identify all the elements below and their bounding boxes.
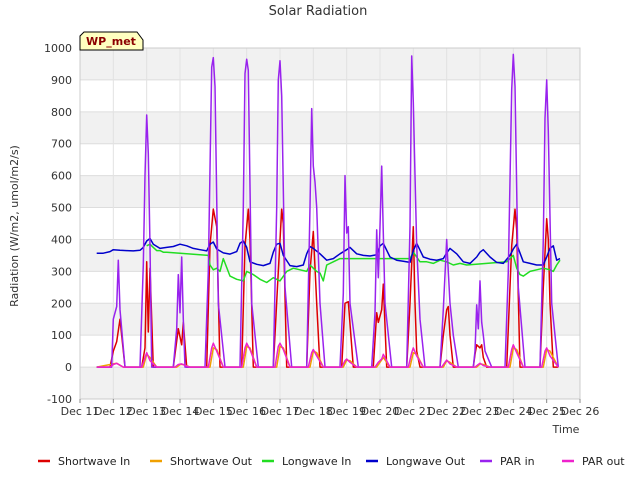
y-tick-label: -100 <box>47 393 72 406</box>
grid-band <box>80 175 580 208</box>
x-tick-label: Dec 23 <box>461 405 500 418</box>
series-line-shortwave-in <box>96 208 559 368</box>
y-tick-label: 400 <box>51 233 72 246</box>
grid-band <box>80 239 580 272</box>
x-tick-label: Dec 16 <box>227 405 266 418</box>
x-tick-label: Dec 18 <box>294 405 333 418</box>
x-tick-label: Dec 17 <box>261 405 300 418</box>
x-tick-label: Dec 20 <box>361 405 400 418</box>
badge-label: WP_met <box>86 35 136 48</box>
y-tick-label: 600 <box>51 170 72 183</box>
legend-label-longwave-out: Longwave Out <box>386 455 466 468</box>
y-axis-title: Radiation (W/m2, umol/m2/s) <box>8 145 21 307</box>
x-tick-label: Dec 26 <box>561 405 600 418</box>
y-tick-label: 500 <box>51 202 72 215</box>
x-tick-label: Dec 24 <box>494 405 533 418</box>
grid-band <box>80 303 580 336</box>
y-tick-label: 1000 <box>44 42 72 55</box>
y-axis: -100 0 100 200 300 400 500 600 700 800 900 1000 <box>44 42 72 406</box>
plot-frame <box>79 47 581 400</box>
legend-label-longwave-in: Longwave In <box>282 455 351 468</box>
y-tick-label: 800 <box>51 106 72 119</box>
x-axis-title: Time <box>552 423 580 436</box>
x-tick-label: Dec 19 <box>327 405 366 418</box>
legend-label-shortwave-out: Shortwave Out <box>170 455 253 468</box>
y-tick-label: 100 <box>51 329 72 342</box>
y-tick-label: 200 <box>51 297 72 310</box>
legend-label-shortwave-in: Shortwave In <box>58 455 130 468</box>
series-line-par-in <box>96 53 560 368</box>
series-line-longwave-out <box>96 237 561 268</box>
grid-band <box>80 367 580 399</box>
x-tick-label: Dec 11 <box>61 405 100 418</box>
badge-box <box>79 31 144 51</box>
grid-band <box>80 111 580 144</box>
chart-title: Solar Radiation <box>269 4 368 19</box>
grid-bands <box>80 48 580 399</box>
x-tick-label: Dec 13 <box>127 405 166 418</box>
x-tick-label: Dec 14 <box>161 405 200 418</box>
y-tick-label: 300 <box>51 265 72 278</box>
y-tick-label: 700 <box>51 138 72 151</box>
y-tick-label: 900 <box>51 74 72 87</box>
series-line-par-out <box>96 342 559 368</box>
series-lines <box>96 53 561 368</box>
legend-label-par-out: PAR out <box>582 455 625 468</box>
legend-label-par-in: PAR in <box>500 455 535 468</box>
x-tick-label: Dec 22 <box>427 405 466 418</box>
legend: Shortwave In Shortwave Out Longwave In Long… <box>38 455 625 468</box>
station-badge: WP_met <box>79 31 144 51</box>
x-tick-label: Dec 21 <box>394 405 433 418</box>
x-tick-label: Dec 25 <box>527 405 566 418</box>
y-tick-label: 0 <box>65 361 72 374</box>
series-line-longwave-in <box>146 243 561 284</box>
x-tick-label: Dec 15 <box>194 405 233 418</box>
x-tick-label: Dec 12 <box>94 405 133 418</box>
grid-band <box>80 48 580 80</box>
